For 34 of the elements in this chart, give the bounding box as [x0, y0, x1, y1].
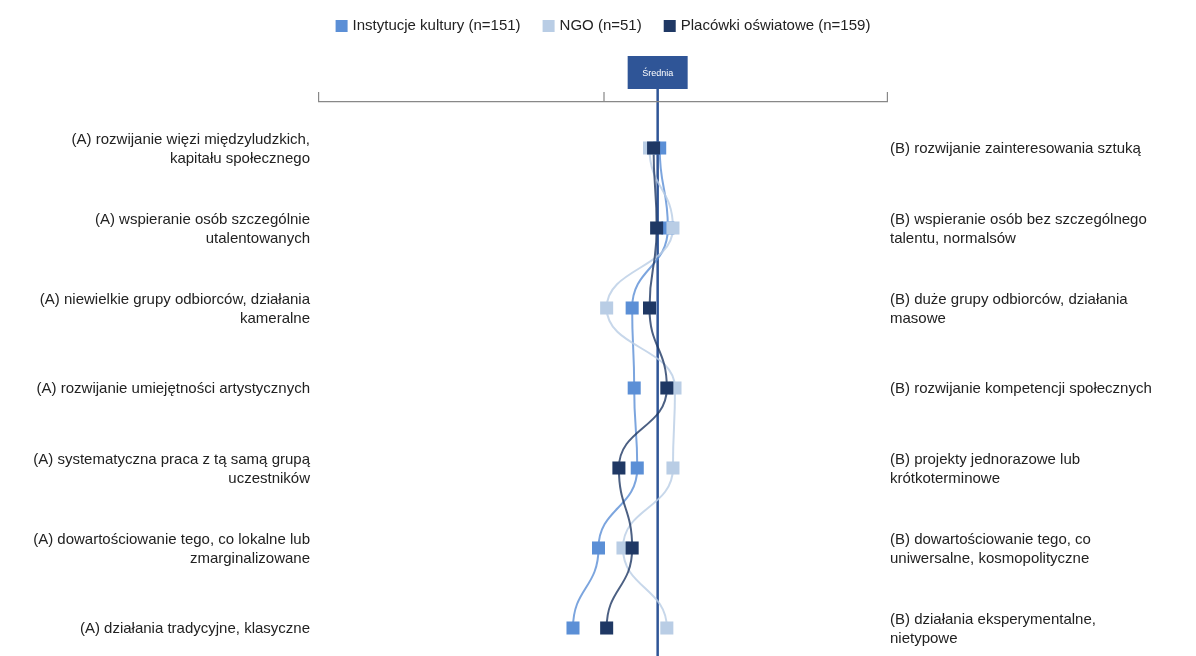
y-tick-label: (A) wspieranie osób szczególnie utalentowanych — [94, 209, 310, 246]
point — [627, 381, 641, 395]
y-tick-label: (A) dowartościowanie tego, co lokalne lub zmarginalizowane — [33, 529, 310, 566]
point — [630, 461, 644, 475]
point — [625, 301, 639, 315]
legend-label: Placówki oświatowe (n=159) — [680, 16, 871, 33]
text: (B) projekty jednorazowe lub krótkoterminowe — [890, 449, 1081, 486]
point — [600, 621, 614, 635]
point — [660, 381, 674, 395]
point — [612, 461, 626, 475]
legend-label: NGO (n=51) — [559, 16, 642, 33]
point — [642, 301, 657, 315]
point — [625, 541, 639, 555]
point — [650, 221, 664, 235]
legend-label: Instytucje kultury (n=151) — [352, 16, 521, 33]
text: (B) duże grupy odbiorców, działania masowe — [890, 289, 1129, 326]
point — [591, 541, 606, 555]
point — [660, 621, 674, 635]
point — [566, 621, 580, 635]
text: (B) działania eksperymentalne, nietypowe — [890, 609, 1096, 646]
y-tick-label: (A) rozwijanie więzi międzyludzkich, kapitału społecznego — [71, 129, 310, 166]
y-tick-label: (A) działania tradycyjne, klasyczne — [79, 619, 310, 637]
y-tick-label: (A) rozwijanie umiejętności artystycznych — [36, 379, 310, 397]
y-tick-label: (A) systematyczna praca z tą samą grupą uczestników — [33, 449, 311, 486]
text: (B) wspieranie osób bez szczególnego talentu, normalsów — [890, 209, 1147, 246]
y-tick-label: (A) niewielkie grupy odbiorców, działania kameralne — [39, 289, 311, 326]
point — [666, 221, 680, 235]
ref-line-label: Średnia — [642, 67, 674, 78]
text: (B) rozwijanie zainteresowania sztuką — [890, 139, 1142, 157]
text: (B) dowartościowanie tego, co uniwersalne, kosmopolityczne — [890, 529, 1091, 566]
point — [647, 141, 661, 155]
point — [666, 461, 680, 475]
point — [600, 301, 614, 315]
text: (B) rozwijanie kompetencji społecznych — [890, 379, 1152, 397]
